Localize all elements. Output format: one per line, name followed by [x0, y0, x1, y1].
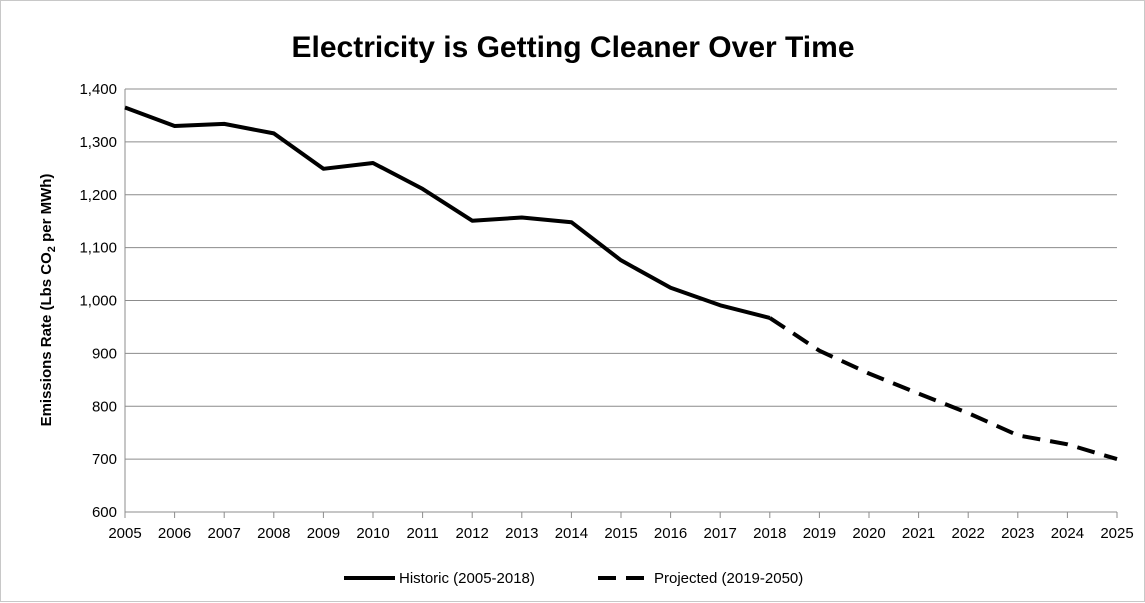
x-tick-label: 2012 — [456, 525, 489, 542]
legend-label-projected: Projected (2019-2050) — [654, 570, 803, 587]
x-tick-label: 2007 — [208, 525, 241, 542]
y-tick-label: 1,400 — [79, 81, 117, 98]
y-tick-label: 1,100 — [79, 240, 117, 257]
legend: Historic (2005-2018) Projected (2019-2050… — [344, 570, 803, 587]
x-tick-label: 2009 — [307, 525, 340, 542]
y-tick-label: 1,000 — [79, 293, 117, 310]
x-tick-label: 2014 — [555, 525, 588, 542]
y-axis-label: Emissions Rate (Lbs CO2 per MWh) — [38, 174, 58, 427]
series-lines — [124, 105, 1118, 462]
x-tick-label: 2019 — [803, 525, 836, 542]
x-tick-label: 2022 — [952, 525, 985, 542]
y-axis-label-part-2: per MWh) — [38, 174, 55, 247]
y-axis-label-part-1: Emissions Rate (Lbs CO — [38, 252, 55, 427]
y-tick-label: 1,300 — [79, 134, 117, 151]
axes: 600 700 800 900 1,000 1,100 1,200 1,300 1,400 200… — [79, 81, 1133, 542]
gridlines — [125, 88, 1117, 460]
x-tick-label: 2006 — [158, 525, 191, 542]
x-tick-label: 2025 — [1100, 525, 1133, 542]
x-tick-label: 2020 — [852, 525, 885, 542]
y-axis-label-subscript: 2 — [46, 246, 58, 252]
x-tick-label: 2011 — [406, 525, 438, 542]
x-tick-label: 2023 — [1001, 525, 1034, 542]
x-tick-label: 2016 — [654, 525, 687, 542]
x-tick-label: 2017 — [704, 525, 737, 542]
x-tick-label: 2008 — [257, 525, 290, 542]
x-tick-label: 2013 — [505, 525, 538, 542]
y-tick-label: 600 — [92, 504, 117, 521]
chart-title: Electricity is Getting Cleaner Over Time — [292, 31, 855, 64]
y-tick-label: 900 — [92, 345, 117, 362]
x-tick-label: 2015 — [604, 525, 637, 542]
historic-series-line — [124, 105, 771, 320]
projected-series-line — [768, 316, 1118, 462]
y-tick-label: 1,200 — [79, 187, 117, 204]
x-tick-label: 2005 — [108, 525, 141, 542]
x-tick-label: 2021 — [902, 525, 935, 542]
y-tick-label: 700 — [92, 451, 117, 468]
x-tick-label: 2010 — [356, 525, 389, 542]
x-tick-label: 2024 — [1051, 525, 1084, 542]
legend-label-historic: Historic (2005-2018) — [399, 570, 535, 587]
x-tick-label: 2018 — [753, 525, 786, 542]
y-tick-label: 800 — [92, 398, 117, 415]
